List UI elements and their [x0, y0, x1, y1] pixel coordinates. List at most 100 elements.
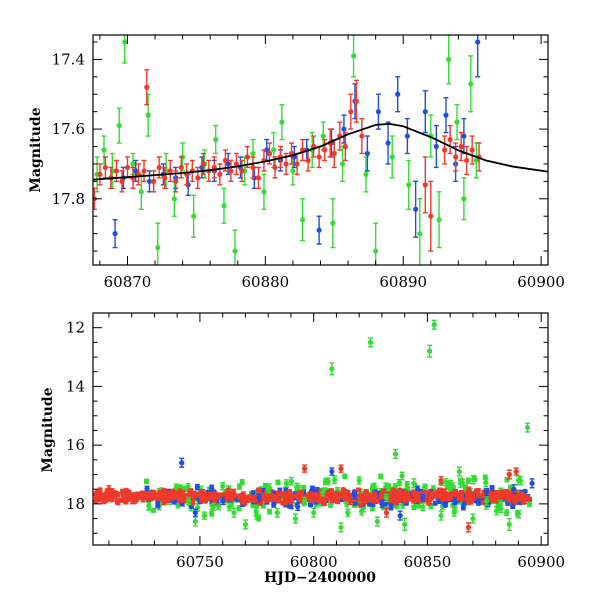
- top-red-point: [441, 147, 448, 153]
- top-red-point: [151, 178, 157, 184]
- top-green-point: [299, 217, 306, 223]
- bottom-red-point: [469, 491, 475, 497]
- bottom-green-point: [458, 480, 464, 486]
- top-blue-point: [395, 91, 401, 97]
- bottom-red-point: [210, 494, 216, 500]
- bottom-axes-frame: [92, 312, 549, 546]
- top-y-tick-label: 17.4: [52, 50, 85, 68]
- top-green-point: [101, 147, 107, 153]
- bottom-green-point: [358, 508, 365, 514]
- bottom-red-point: [425, 500, 432, 506]
- bottom-red-point: [191, 491, 197, 497]
- bottom-green-point: [514, 510, 521, 517]
- bottom-y-tick-label: 16: [66, 436, 85, 454]
- bottom-red-point: [338, 466, 344, 472]
- bottom-green-point: [493, 508, 500, 514]
- bottom-green-point: [345, 510, 351, 516]
- top-red-point: [458, 143, 464, 150]
- top-red-point: [200, 161, 206, 167]
- bottom-blue-point: [442, 502, 448, 508]
- bottom-red-point: [333, 496, 339, 503]
- top-plot-area: [93, 35, 548, 265]
- bottom-red-point: [340, 486, 346, 493]
- bottom-green-point: [456, 468, 462, 475]
- bottom-red-point: [190, 499, 196, 505]
- bottom-green-point: [396, 480, 402, 486]
- top-green-point: [261, 189, 267, 195]
- bottom-green-point: [266, 509, 273, 515]
- top-red-point: [173, 178, 179, 184]
- top-green-point: [417, 231, 423, 237]
- top-green-point: [454, 119, 460, 125]
- bottom-green-point: [515, 477, 522, 483]
- bottom-blue-point: [329, 468, 335, 475]
- bottom-red-point: [316, 495, 322, 501]
- top-red-point: [162, 175, 168, 181]
- bottom-red-point: [332, 492, 338, 498]
- top-red-point: [97, 171, 103, 177]
- bottom-red-point: [96, 494, 102, 500]
- bottom-red-point: [321, 501, 327, 507]
- bottom-red-point: [519, 493, 525, 500]
- bottom-red-point: [328, 494, 334, 500]
- top-x-tick-label: 60870: [104, 273, 152, 291]
- bottom-red-point: [405, 496, 412, 502]
- top-y-tick-label: 17.8: [52, 190, 85, 208]
- bottom-red-point: [267, 495, 274, 502]
- top-green-point: [250, 150, 256, 157]
- bottom-green-point: [283, 480, 289, 486]
- top-blue-point: [385, 140, 391, 146]
- top-green-point: [468, 81, 474, 87]
- bottom-green-point: [482, 474, 488, 480]
- bottom-red-point: [511, 494, 517, 501]
- top-blue-point: [133, 168, 139, 174]
- bottom-red-point: [93, 498, 99, 505]
- bottom-green-point: [420, 504, 426, 510]
- bottom-green-point: [506, 521, 512, 528]
- bottom-green-point: [483, 498, 490, 504]
- top-green-point: [271, 147, 277, 153]
- top-red-point: [217, 171, 223, 177]
- bottom-blue-point: [432, 500, 438, 506]
- top-x-tick-label: 60880: [241, 273, 289, 291]
- bottom-green-point: [415, 502, 422, 508]
- bottom-green-point: [288, 478, 294, 484]
- bottom-green-point: [329, 366, 335, 372]
- bottom-red-point: [372, 498, 378, 504]
- bottom-y-tick-label: 12: [66, 319, 85, 337]
- bottom-red-point: [493, 498, 499, 504]
- bottom-green-point: [192, 518, 198, 525]
- bottom-green-point: [431, 322, 437, 328]
- top-blue-point: [404, 133, 410, 139]
- bottom-red-point: [394, 495, 400, 501]
- top-red-point: [141, 168, 147, 174]
- bottom-red-point: [101, 499, 107, 505]
- top-red-point: [342, 143, 348, 150]
- bottom-red-point: [410, 498, 417, 504]
- bottom-blue-point: [483, 489, 490, 495]
- bottom-red-point: [526, 496, 533, 502]
- bottom-red-point: [436, 490, 442, 496]
- bottom-red-point: [438, 477, 444, 483]
- bottom-green-point: [399, 473, 405, 479]
- top-green-point: [290, 168, 296, 174]
- bottom-green-point: [242, 521, 249, 528]
- top-red-point: [244, 154, 251, 160]
- bottom-green-point: [404, 481, 410, 487]
- bottom-green-point: [451, 509, 457, 515]
- bottom-green-point: [292, 515, 299, 522]
- top-blue-point: [225, 161, 231, 167]
- bottom-y-tick-label: 14: [66, 377, 85, 395]
- bottom-red-point: [225, 487, 231, 494]
- top-blue-point: [433, 143, 439, 150]
- top-red-point: [124, 164, 131, 171]
- bottom-blue-point: [388, 504, 394, 510]
- bottom-red-point: [179, 491, 185, 497]
- bottom-red-point: [371, 493, 377, 499]
- bottom-red-point: [171, 491, 177, 497]
- bottom-red-point: [286, 492, 293, 499]
- bottom-red-point: [383, 510, 390, 516]
- top-green-point: [373, 248, 379, 254]
- bottom-green-point: [320, 489, 326, 495]
- bottom-red-point: [308, 493, 314, 499]
